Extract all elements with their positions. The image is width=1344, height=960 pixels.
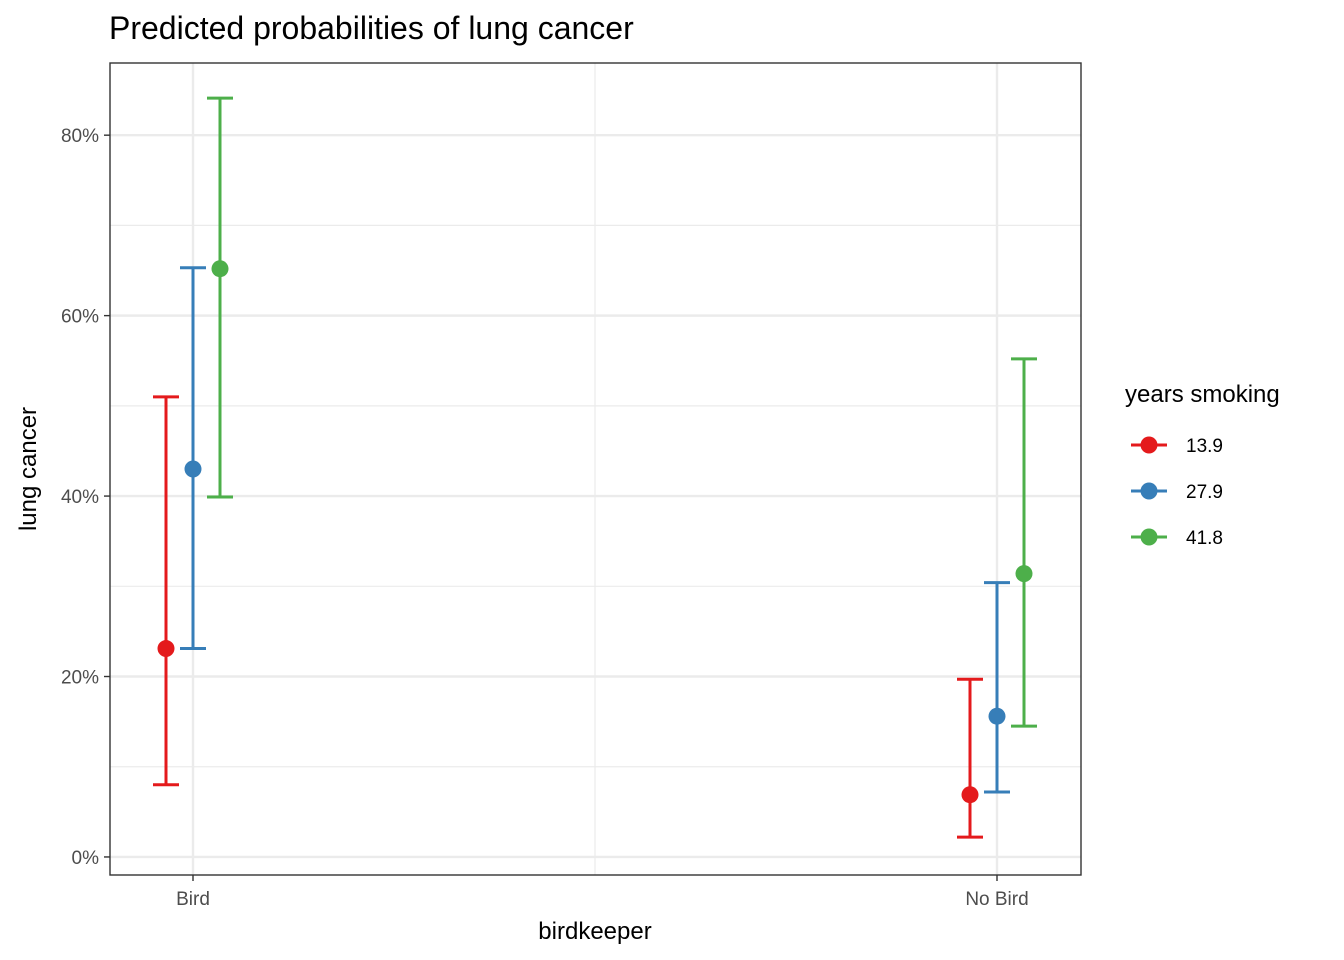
legend-label: 27.9 [1186, 482, 1223, 503]
y-tick-label: 60% [61, 307, 99, 328]
legend-key-point [1140, 436, 1158, 454]
x-tick-label: No Bird [965, 889, 1028, 910]
data-point [988, 707, 1006, 725]
legend-title: years smoking [1125, 381, 1280, 408]
y-tick-label: 0% [72, 848, 100, 869]
series-13.9 [153, 395, 983, 839]
series-27.9 [180, 266, 1010, 794]
data-point [157, 640, 175, 658]
y-tick-label: 80% [61, 126, 99, 147]
x-axis-title: birdkeeper [538, 918, 651, 945]
y-axis-title: lung cancer [15, 407, 42, 531]
y-tick-label: 20% [61, 668, 99, 689]
legend-key-point [1140, 528, 1158, 546]
data-point [211, 260, 229, 278]
data-point [961, 786, 979, 804]
legend-label: 41.8 [1186, 528, 1223, 549]
legend-key-point [1140, 482, 1158, 500]
grid [110, 63, 1081, 875]
series-layer [153, 96, 1037, 839]
axes: 0% 20% 40% 60% 80% Bird No Bird [61, 126, 1029, 910]
chart-title: Predicted probabilities of lung cancer [109, 10, 634, 46]
legend: years smoking 13.9 27.9 41.8 [1125, 381, 1280, 549]
legend-label: 13.9 [1186, 436, 1223, 457]
series-41.8 [207, 96, 1037, 728]
y-tick-label: 40% [61, 487, 99, 508]
data-point [1015, 565, 1033, 583]
x-tick-label: Bird [176, 889, 210, 910]
data-point [184, 460, 202, 478]
panel-border [109, 62, 1082, 876]
